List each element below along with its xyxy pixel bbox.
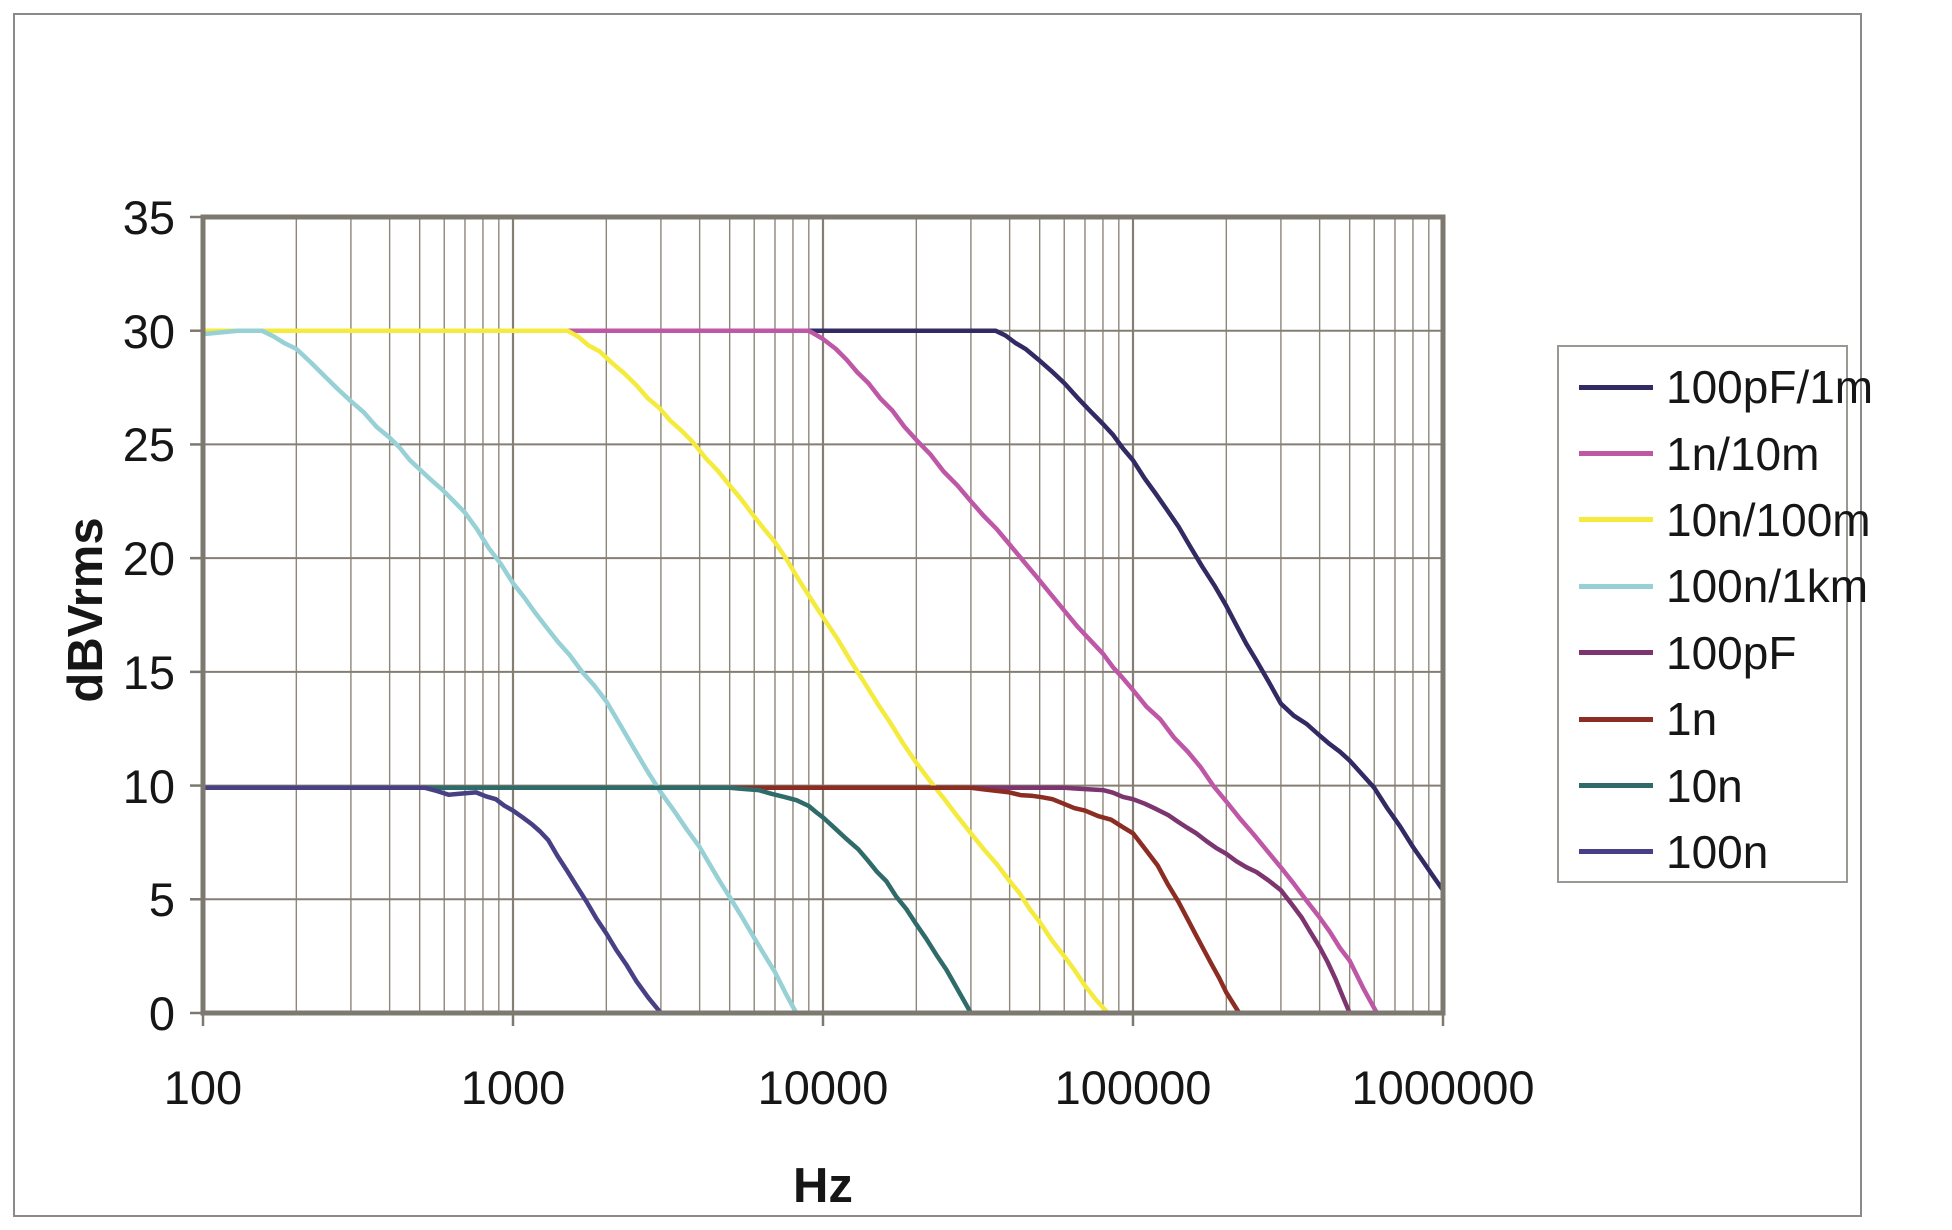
series-line-100n-1km — [200, 328, 799, 1016]
x-tick-label: 100 — [163, 1061, 243, 1114]
legend-item: 10n — [1559, 752, 1846, 818]
legend-swatch-line — [1579, 384, 1653, 390]
series-line-10n-100m — [200, 328, 1111, 1016]
y-tick-label: 20 — [122, 532, 175, 586]
x-tick-label: 1000000 — [1351, 1061, 1535, 1114]
y-tick-label: 10 — [122, 759, 175, 813]
legend-swatch-line — [1579, 451, 1653, 457]
legend-item: 100pF — [1559, 620, 1846, 686]
series-line-1n — [200, 785, 1242, 1016]
legend-swatch-line — [1579, 783, 1653, 789]
plot-border — [200, 214, 1446, 1016]
legend-swatch-line — [1579, 716, 1653, 722]
legend-swatch-line — [1579, 517, 1653, 523]
legend-item-label: 100n/1km — [1666, 560, 1869, 613]
legend-item: 1n/10m — [1559, 420, 1846, 486]
series-line-100pf-1m — [200, 328, 1446, 893]
series-line-1n-10m — [200, 328, 1380, 1016]
y-tick-label: 35 — [122, 191, 175, 244]
x-tick-label: 100000 — [1054, 1061, 1212, 1114]
legend-item-label: 100pF/1m — [1666, 361, 1874, 414]
y-tick-label: 30 — [122, 304, 175, 358]
legend-item: 100n — [1559, 819, 1846, 885]
x-axis-title: Hz — [793, 1159, 853, 1213]
legend-swatch-line — [1579, 583, 1653, 589]
legend-box: 100pF/1m 1n/10m 10n/100m 100n/1km 100pF 1n 10n… — [1557, 345, 1873, 885]
y-tick-label: 25 — [122, 418, 175, 472]
legend-item-label: 1n — [1666, 693, 1718, 746]
y-tick-label: 0 — [148, 987, 175, 1040]
legend-item: 10n/100m — [1559, 487, 1871, 553]
legend-swatch-line — [1579, 849, 1653, 855]
legend-item-label: 100pF — [1666, 626, 1797, 679]
y-tick-label: 15 — [122, 645, 175, 699]
legend-item-label: 10n/100m — [1666, 493, 1871, 546]
y-axis-title: dBVrms — [59, 517, 113, 703]
legend-item-label: 10n — [1666, 759, 1743, 812]
series-line-10n — [200, 785, 974, 1016]
y-tick-label: 5 — [148, 873, 175, 927]
legend-swatch-line — [1579, 650, 1653, 656]
legend-item-label: 100n — [1666, 825, 1769, 878]
legend-item: 100n/1km — [1559, 553, 1868, 619]
legend-item: 1n — [1559, 686, 1846, 752]
x-tick-label: 10000 — [757, 1061, 889, 1114]
legend-item: 100pF/1m — [1559, 354, 1873, 420]
legend-item-label: 1n/10m — [1666, 427, 1820, 480]
series-line-100n — [200, 785, 664, 1016]
figure-border — [13, 13, 1862, 1217]
x-tick-label: 1000 — [460, 1061, 566, 1114]
